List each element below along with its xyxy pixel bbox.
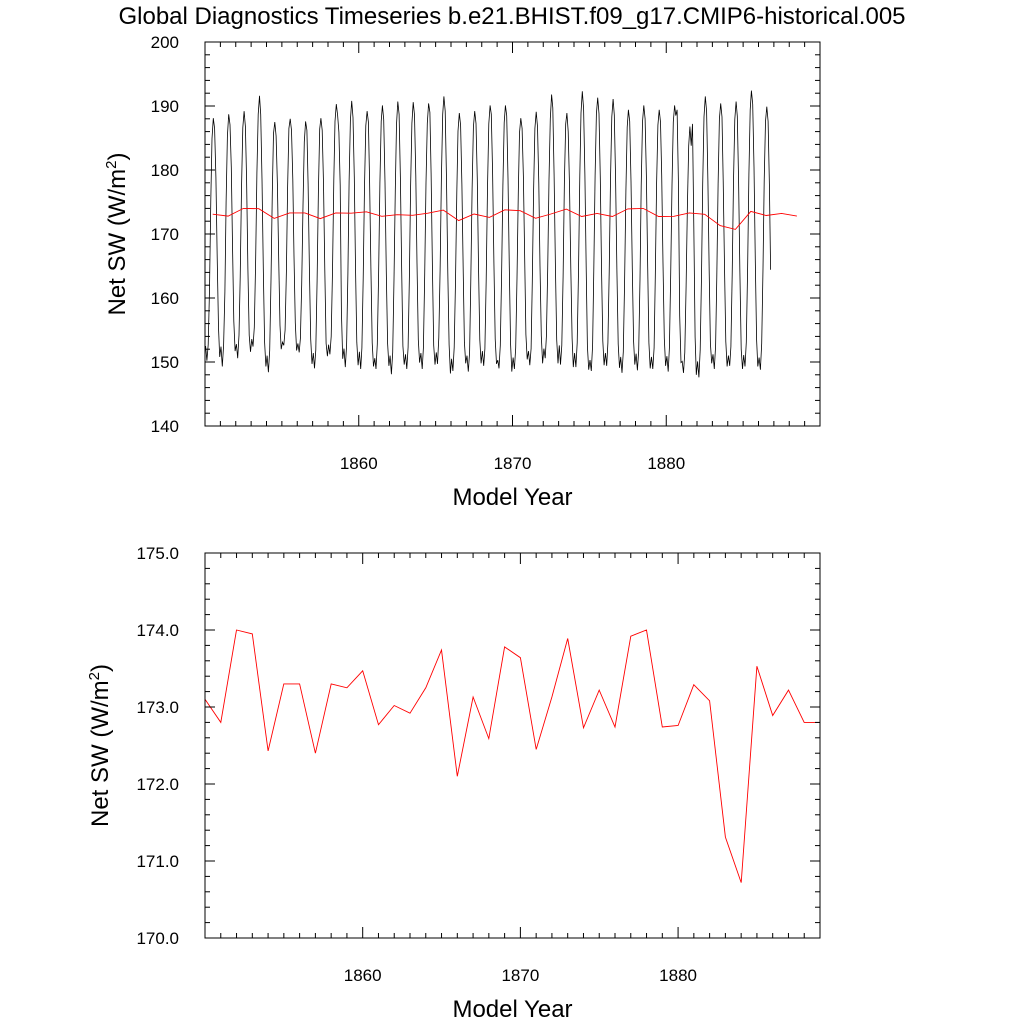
y-tick-label: 174.0 [136,621,179,640]
y-tick-label: 140 [151,417,179,436]
y-tick-label: 160 [151,289,179,308]
bottom-tick-labels: 1860 1870 1880 170.0 171.0 172.0 173.0 174.0 175… [136,544,697,985]
bottom-x-axis-label: Model Year [452,996,572,1023]
bottom-plot-lines [204,629,820,883]
y-tick-label: 171.0 [136,852,179,871]
bottom-panel: 1860 1870 1880 170.0 171.0 172.0 173.0 174.0 175… [86,544,821,1023]
y-tick-label: 170 [151,225,179,244]
top-axis-ticks [204,41,821,427]
y-tick-label: 170.0 [136,929,179,948]
y-tick-label: 175.0 [136,544,179,563]
x-tick-label: 1860 [340,454,378,473]
top-y-axis-label: Net SW (W/m2) [103,153,131,316]
bottom-plot-frame [204,552,821,939]
y-tick-label: 180 [151,161,179,180]
x-tick-label: 1870 [501,966,539,985]
chart-title: Global Diagnostics Timeseries b.e21.BHIS… [118,3,905,30]
x-tick-label: 1860 [344,966,382,985]
y-tick-label: 173.0 [136,698,179,717]
x-tick-label: 1880 [659,966,697,985]
top-tick-labels: 1860 1870 1880 140 150 160 170 180 190 200 [151,33,686,473]
bottom-y-axis-label: Net SW (W/m2) [86,664,114,827]
top-x-axis-label: Model Year [452,484,572,511]
top-plot-lines [205,90,797,378]
top-panel: 1860 1870 1880 140 150 160 170 180 190 200 Model … [103,33,821,511]
annual-series-line [212,207,797,230]
bottom-axis-ticks [204,552,821,939]
y-tick-label: 200 [151,33,179,52]
y-tick-label: 150 [151,353,179,372]
y-tick-label: 172.0 [136,775,179,794]
x-tick-label: 1870 [494,454,532,473]
annual-series-line [204,629,820,883]
top-plot-frame [204,41,821,427]
y-tick-label: 190 [151,97,179,116]
x-tick-label: 1880 [647,454,685,473]
monthly-series-line [205,90,771,378]
